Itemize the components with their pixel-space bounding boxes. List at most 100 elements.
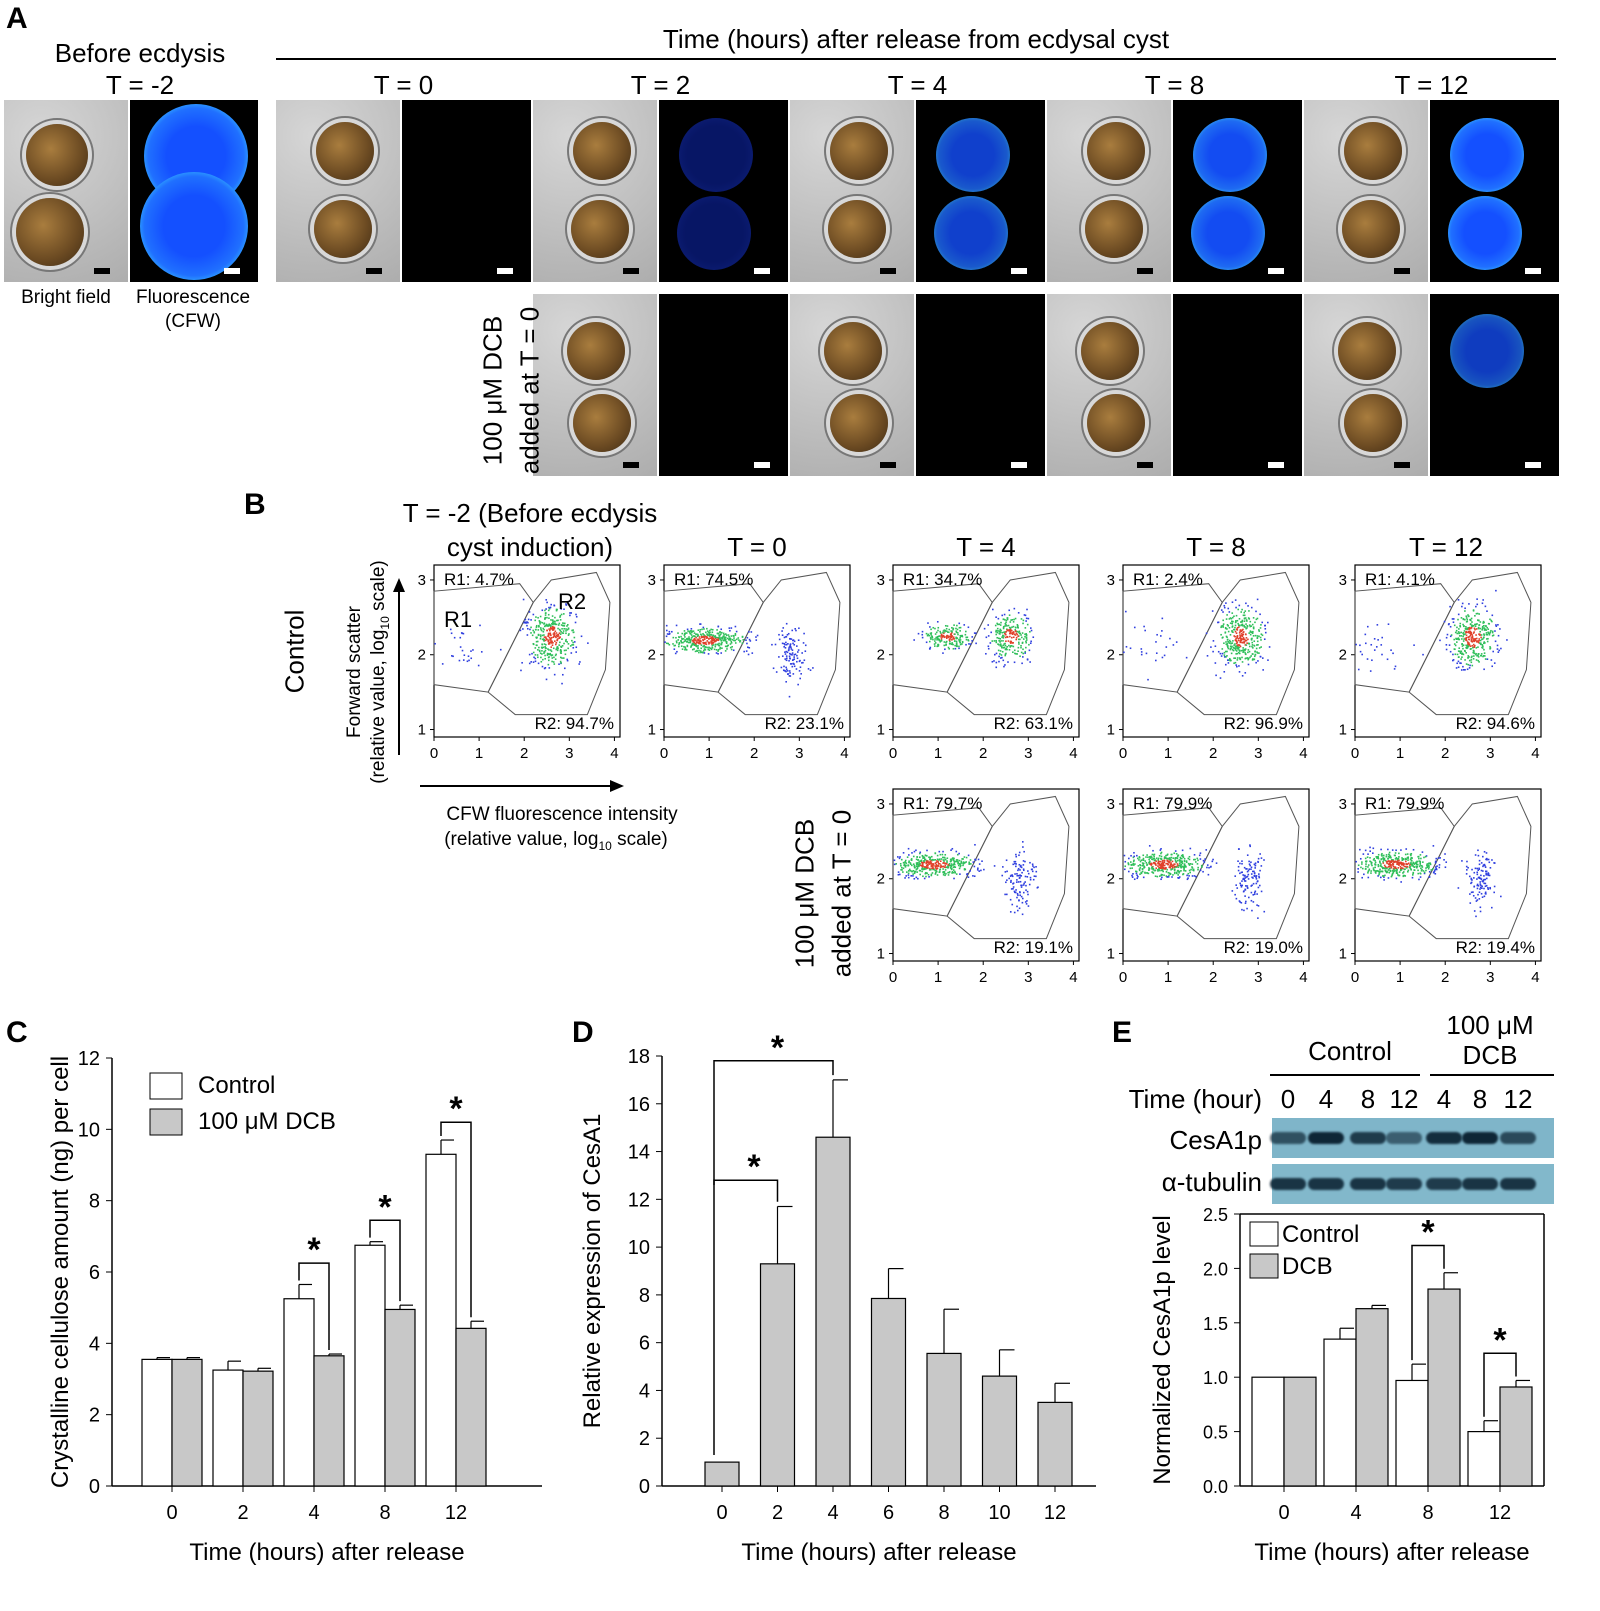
event-dot <box>1402 871 1405 873</box>
event-dot <box>1395 849 1397 852</box>
event-dot <box>534 660 537 663</box>
event-dot <box>917 877 919 880</box>
x-axis-title: Time (hours) after release <box>741 1539 1016 1566</box>
event-dot <box>1255 610 1257 613</box>
event-dot <box>1458 632 1460 635</box>
event-dot <box>1160 878 1162 881</box>
event-dot <box>550 640 552 643</box>
fluorescent-cell <box>1191 196 1265 270</box>
event-dot <box>1399 865 1402 868</box>
event-dot <box>557 619 559 622</box>
event-dot <box>793 665 796 668</box>
event-dot <box>697 633 699 636</box>
event-dot <box>573 641 576 643</box>
event-dot <box>1253 640 1256 643</box>
event-dot <box>925 632 928 635</box>
event-dot <box>1140 859 1143 861</box>
event-dot <box>1494 630 1496 632</box>
event-dot <box>1263 910 1266 913</box>
event-dot <box>1417 872 1420 875</box>
event-dot <box>1014 862 1016 865</box>
event-dot <box>541 609 544 612</box>
event-dot <box>1019 891 1021 894</box>
event-dot <box>1157 858 1159 861</box>
event-dot <box>1452 621 1455 624</box>
fluorescent-cell <box>938 390 1012 464</box>
event-dot <box>557 635 560 637</box>
event-dot <box>1174 863 1176 866</box>
event-dot <box>695 633 697 635</box>
event-dot <box>903 864 905 867</box>
event-dot <box>699 640 702 642</box>
gate-r1-label: R1 <box>444 607 472 632</box>
event-dot <box>733 637 735 639</box>
event-dot <box>981 860 983 862</box>
event-dot <box>1208 866 1210 869</box>
event-dot <box>1379 860 1381 863</box>
event-dot <box>1009 628 1011 631</box>
event-dot <box>947 635 950 637</box>
event-dot <box>1258 884 1261 887</box>
event-dot <box>1227 625 1229 627</box>
event-dot <box>973 865 976 868</box>
event-dot <box>1013 607 1016 610</box>
event-dot <box>559 641 561 644</box>
event-dot <box>1394 665 1397 668</box>
scatter-dots <box>1355 845 1502 918</box>
event-dot <box>1246 885 1249 887</box>
event-dot <box>1020 884 1022 887</box>
event-dot <box>1244 880 1247 882</box>
event-dot <box>1235 897 1238 900</box>
event-dot <box>954 870 956 873</box>
event-dot <box>1252 894 1255 896</box>
r1-percent: R1: 2.4% <box>1133 570 1203 589</box>
blot-band <box>1426 1132 1462 1144</box>
event-dot <box>677 639 680 641</box>
event-dot <box>718 636 720 639</box>
event-dot <box>1253 658 1256 661</box>
event-dot <box>925 860 928 863</box>
event-dot <box>1025 620 1027 622</box>
significance-star: * <box>378 1188 392 1226</box>
event-dot <box>1178 876 1181 878</box>
event-dot <box>1396 868 1398 871</box>
gate-r2 <box>946 795 1070 940</box>
fluorescent-cell <box>1452 390 1526 464</box>
event-dot <box>1476 640 1479 643</box>
event-dot <box>1022 884 1025 886</box>
event-dot <box>785 668 788 671</box>
event-dot <box>710 640 712 642</box>
event-dot <box>729 643 732 645</box>
event-dot <box>1496 644 1499 647</box>
event-dot <box>1241 860 1243 862</box>
event-dot <box>1400 849 1402 851</box>
event-dot <box>1236 887 1239 889</box>
event-dot <box>1256 652 1259 654</box>
bar <box>1355 1308 1389 1487</box>
event-dot <box>932 638 934 641</box>
event-dot <box>1015 638 1018 641</box>
event-dot <box>1016 896 1018 899</box>
event-dot <box>1496 648 1499 650</box>
event-dot <box>572 631 575 634</box>
event-dot <box>1476 598 1478 600</box>
event-dot <box>1199 858 1202 860</box>
event-dot <box>1162 864 1165 867</box>
event-dot <box>1215 862 1218 864</box>
event-dot <box>1378 873 1380 876</box>
event-dot <box>898 857 901 860</box>
event-dot <box>741 642 744 644</box>
event-dot <box>1212 640 1215 642</box>
event-dot <box>911 870 913 873</box>
event-dot <box>1379 868 1381 871</box>
event-dot <box>542 638 545 640</box>
y-tick-label: 2 <box>877 871 885 888</box>
blot-band-cesa1p: CesA1p <box>1169 1125 1263 1155</box>
y-tick-label: 1 <box>1339 722 1347 739</box>
event-dot <box>934 852 937 855</box>
event-dot <box>953 624 955 626</box>
event-dot <box>1188 875 1190 877</box>
event-dot <box>999 638 1002 640</box>
event-dot <box>1484 866 1487 868</box>
bar <box>141 1358 173 1487</box>
